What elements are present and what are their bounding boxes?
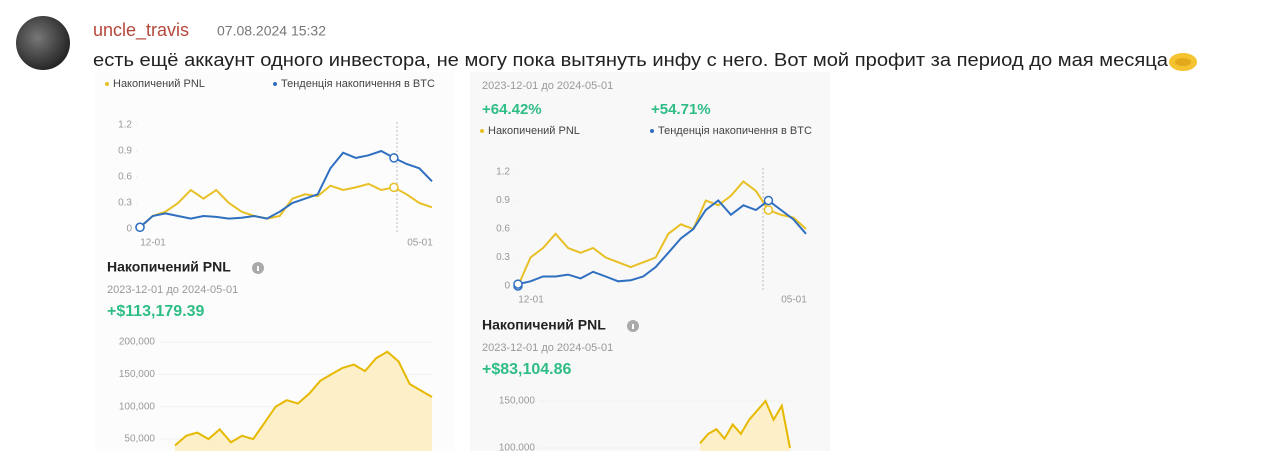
area-line	[174, 350, 433, 447]
y-tick-label: 1.2	[118, 120, 132, 131]
y-tick-label: 0.3	[118, 198, 132, 209]
emoji	[1169, 53, 1197, 71]
summary-value: +$83,104.86	[482, 361, 572, 378]
y-tick-label: 0.3	[496, 252, 510, 263]
legend-label: Накопичений PNL	[105, 76, 275, 92]
line-marker	[389, 182, 399, 193]
summary-value: +$113,179.39	[107, 303, 205, 320]
info-icon-i	[632, 324, 634, 329]
pnl-change: +64.42%	[482, 101, 542, 118]
info-icon-i	[257, 266, 259, 271]
legend-label: Тенденція накопичення в BTC	[273, 76, 438, 92]
username[interactable]: uncle_travis	[93, 20, 189, 41]
legend-item: Накопичений PNL	[480, 123, 650, 139]
y-tick-label: 150,000	[499, 396, 536, 407]
y-tick-label: 100,000	[119, 401, 156, 412]
btc-change: +54.71%	[651, 101, 711, 118]
x-tick-label: 12-01	[518, 295, 544, 306]
legend-item: Тенденція накопичення в BTC	[273, 76, 438, 92]
y-tick-label: 0.6	[118, 172, 132, 183]
x-tick-label: 05-01	[407, 238, 433, 249]
legend-dot	[273, 82, 277, 86]
y-tick-label: 50,000	[124, 434, 155, 445]
message-text: есть ещё аккаунт одного инвестора, не мо…	[93, 49, 1169, 70]
summary-title: Накопичений PNL	[482, 317, 606, 333]
line-marker	[763, 205, 774, 215]
y-tick-label: 0.9	[496, 195, 510, 206]
x-tick-label: 05-01	[781, 295, 807, 306]
area-line	[699, 399, 791, 449]
y-tick-label: 0.9	[118, 146, 132, 157]
legend-item: Тенденція накопичення в BTC	[650, 123, 815, 139]
line-marker	[513, 279, 523, 289]
y-tick-label: 150,000	[119, 369, 156, 380]
timestamp: 07.08.2024 15:32	[217, 23, 326, 39]
line-marker	[135, 222, 145, 233]
line-marker	[389, 153, 399, 163]
period: 2023-12-01 до 2024-05-01	[482, 80, 613, 92]
legend-dot	[105, 82, 109, 86]
summary-period: 2023-12-01 до 2024-05-01	[107, 284, 238, 296]
series-line	[139, 149, 433, 229]
legend-dot	[480, 129, 484, 133]
legend-label: Накопичений PNL	[480, 123, 650, 139]
y-tick-label: 0.6	[496, 224, 510, 235]
series-line	[517, 180, 807, 287]
y-tick-label: 0	[126, 224, 132, 235]
y-tick-label: 1.2	[496, 167, 510, 178]
summary-period: 2023-12-01 до 2024-05-01	[482, 342, 613, 354]
image-right[interactable]	[470, 72, 830, 451]
y-tick-label: 100,000	[499, 443, 536, 451]
area-fill	[175, 351, 432, 456]
legend-dot	[650, 129, 654, 133]
series-line	[517, 199, 807, 286]
avatar[interactable]	[16, 16, 70, 70]
summary-title: Накопичений PNL	[107, 259, 231, 275]
y-tick-label: 0	[504, 281, 510, 292]
line-marker	[763, 195, 774, 206]
legend-label: Тенденція накопичення в BTC	[650, 123, 815, 139]
y-tick-label: 200,000	[119, 337, 156, 348]
x-tick-label: 12-01	[140, 238, 166, 249]
legend-item: Накопичений PNL	[105, 76, 275, 92]
